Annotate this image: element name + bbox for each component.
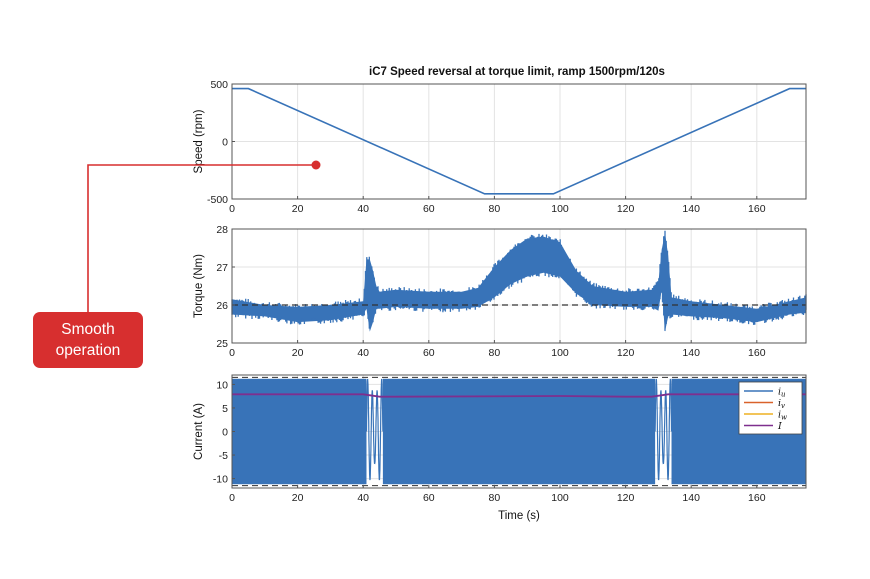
current-rms-line <box>232 393 806 398</box>
callout-line-1: Smooth <box>61 321 115 338</box>
x-tick-label: 60 <box>423 203 435 215</box>
x-tick-label: 140 <box>682 492 700 504</box>
callout-connector <box>87 164 316 313</box>
y-tick-label: -5 <box>219 450 228 462</box>
y-tick-label: -500 <box>207 194 228 206</box>
y-tick-label: 25 <box>216 338 228 350</box>
speed-line <box>232 87 806 195</box>
x-tick-label: 140 <box>682 347 700 359</box>
y-tick-label: -10 <box>213 474 228 486</box>
legend-entry: I <box>777 421 782 432</box>
x-tick-label: 100 <box>551 347 569 359</box>
callout-line-2: operation <box>55 342 121 359</box>
torque-axis-label: Torque (Nm) <box>193 254 205 318</box>
y-tick-label: 0 <box>222 427 228 439</box>
current-panel: 0 20 40 60 80 100 120 140 160 10 5 0 -5 -10 Current (… <box>193 374 807 522</box>
x-tick-label: 160 <box>748 203 766 215</box>
x-tick-label: 80 <box>489 203 501 215</box>
x-tick-label: 0 <box>229 347 235 359</box>
x-tick-label: 40 <box>357 492 369 504</box>
chart-title: iC7 Speed reversal at torque limit, ramp… <box>369 66 665 78</box>
x-tick-label: 60 <box>423 347 435 359</box>
x-tick-label: 160 <box>748 492 766 504</box>
x-tick-label: 80 <box>489 347 501 359</box>
time-axis-label: Time (s) <box>498 510 540 522</box>
speed-axis-label: Speed (rpm) <box>193 109 205 173</box>
x-tick-label: 100 <box>551 203 569 215</box>
x-tick-label: 20 <box>292 347 304 359</box>
torque-panel: 0 20 40 60 80 100 120 140 160 28 27 26 25 Torque (Nm… <box>193 224 807 359</box>
current-axis-label: Current (A) <box>193 403 205 460</box>
x-tick-label: 40 <box>357 347 369 359</box>
x-tick-label: 40 <box>357 203 369 215</box>
torque-noise <box>231 230 807 331</box>
legend-entry: iv <box>778 398 785 410</box>
legend-entry: iw <box>778 410 787 422</box>
x-tick-label: 140 <box>682 203 700 215</box>
x-tick-label: 60 <box>423 492 435 504</box>
y-tick-label: 5 <box>222 403 228 415</box>
x-tick-label: 160 <box>748 347 766 359</box>
y-tick-label: 27 <box>216 262 228 274</box>
y-tick-label: 28 <box>216 224 228 236</box>
legend-entry: iu <box>778 387 786 399</box>
callout-box: Smooth operation <box>33 312 143 368</box>
x-tick-label: 120 <box>617 203 635 215</box>
x-tick-label: 0 <box>229 492 235 504</box>
current-oscillation-band <box>232 378 367 485</box>
y-tick-label: 500 <box>210 79 228 91</box>
current-low-frequency-segment <box>365 378 384 481</box>
x-tick-label: 20 <box>292 203 304 215</box>
x-tick-label: 120 <box>617 492 635 504</box>
current-low-frequency-segment <box>654 378 673 481</box>
x-tick-label: 20 <box>292 492 304 504</box>
x-tick-label: 100 <box>551 492 569 504</box>
current-oscillation-band <box>382 378 656 485</box>
callout-marker <box>311 160 321 170</box>
y-tick-label: 10 <box>216 379 228 391</box>
y-tick-label: 26 <box>216 300 228 312</box>
x-tick-label: 120 <box>617 347 635 359</box>
x-tick-label: 0 <box>229 203 235 215</box>
y-tick-label: 0 <box>222 137 228 149</box>
x-tick-label: 80 <box>489 492 501 504</box>
